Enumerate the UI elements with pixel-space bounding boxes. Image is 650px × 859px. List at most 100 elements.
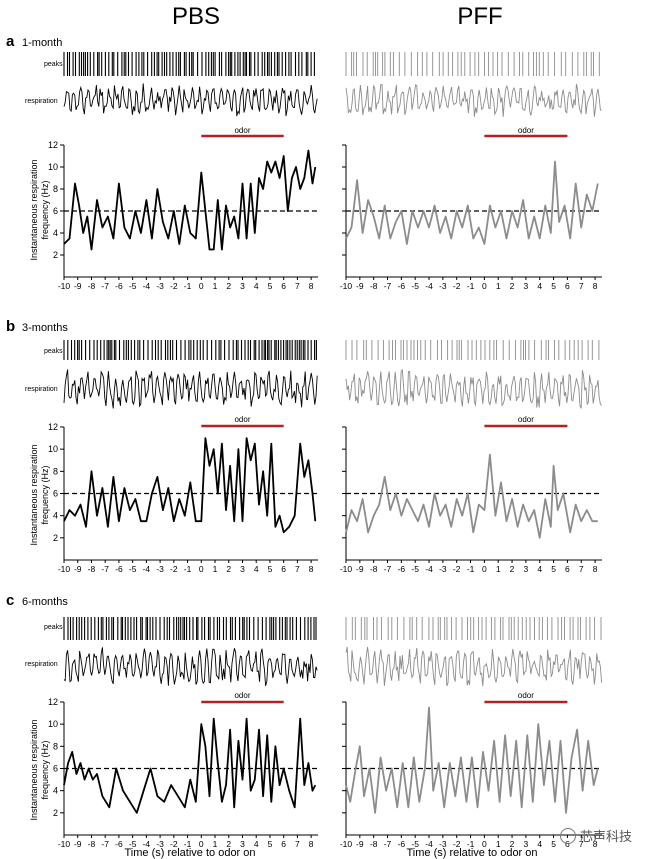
x-tick-label: -8 [88,839,96,849]
x-tick-label: 5 [551,281,556,291]
x-tick-label: 1 [496,281,501,291]
x-tick-label: 0 [199,564,204,574]
xlabel-pbs: Time (s) relative to odor on [124,847,255,859]
x-tick-label: 1 [213,281,218,291]
x-tick-label: -10 [58,564,71,574]
x-tick-label: -10 [58,839,71,849]
x-tick-label: -7 [384,839,392,849]
x-tick-label: -6 [115,281,123,291]
x-tick-label: -9 [356,281,364,291]
x-tick-label: -3 [156,281,164,291]
x-tick-label: -4 [425,281,433,291]
respiration-trace [345,369,602,409]
ylabel-c-line2: frequency (Hz) [40,740,50,799]
x-tick-label: 1 [496,839,501,849]
respiration-trace [63,83,318,117]
watermark-text: 芯声科技 [579,830,632,845]
x-tick-label: 0 [482,564,487,574]
y-tick-label: 4 [53,786,58,796]
respiration-trace [63,647,318,687]
x-tick-label: -5 [411,564,419,574]
x-tick-label: 2 [510,281,515,291]
x-tick-label: -6 [115,839,123,849]
x-tick-label: 6 [281,564,286,574]
y-tick-label: 8 [53,184,58,194]
x-tick-label: -1 [467,839,475,849]
y-tick-label: 12 [48,697,58,707]
x-tick-label: 6 [565,564,570,574]
x-tick-label: -7 [101,281,109,291]
x-tick-label: -9 [74,281,82,291]
x-tick-label: 3 [240,564,245,574]
x-tick-label: -1 [467,281,475,291]
panel-a-letter: a [6,33,15,50]
x-tick-label: 7 [579,564,584,574]
x-tick-label: -8 [370,839,378,849]
x-tick-label: -2 [453,839,461,849]
y-tick-label: 10 [48,719,58,729]
x-tick-label: 3 [524,839,529,849]
y-tick-label: 2 [53,808,58,818]
y-tick-label: 10 [48,444,58,454]
respiration-trace [63,369,318,409]
x-tick-label: -10 [340,281,353,291]
x-tick-label: 7 [579,839,584,849]
x-tick-label: -4 [425,839,433,849]
x-tick-label: 4 [537,564,542,574]
ylabel-a-line1: Instantaneous respiration [29,159,39,260]
odor-label: odor [234,126,250,135]
x-tick-label: 8 [593,281,598,291]
x-tick-label: 5 [268,281,273,291]
x-tick-label: -5 [129,281,137,291]
respiration-label-b: respiration [25,386,58,393]
x-tick-label: -7 [384,564,392,574]
watermark: 芯声科技 [559,826,632,845]
x-tick-label: -8 [88,564,96,574]
header-pff: PFF [457,3,502,30]
x-tick-label: -6 [398,564,406,574]
y-tick-label: 12 [48,422,58,432]
frequency-series-line [63,149,317,251]
x-tick-label: 7 [295,839,300,849]
x-tick-label: 4 [254,281,259,291]
x-tick-label: -2 [170,281,178,291]
x-tick-label: -6 [115,564,123,574]
x-tick-label: -9 [356,564,364,574]
x-tick-label: 2 [510,839,515,849]
y-tick-label: 2 [53,250,58,260]
header-pbs: PBS [172,3,220,30]
respiration-label-c: respiration [25,661,58,668]
x-tick-label: 5 [268,839,273,849]
x-tick-label: 3 [240,281,245,291]
wechat-icon [559,828,576,844]
panel-b-letter: b [6,318,15,335]
x-tick-label: -10 [58,281,71,291]
x-tick-label: 5 [268,564,273,574]
x-tick-label: 3 [524,281,529,291]
x-tick-label: -2 [453,564,461,574]
x-tick-label: 8 [593,839,598,849]
x-tick-label: 0 [199,281,204,291]
ylabel-b-line1: Instantaneous respiration [29,444,39,545]
x-tick-label: -3 [439,281,447,291]
frequency-series-line [345,160,599,245]
panel-b-age: 3-months [22,322,68,334]
frequency-series-line [345,706,599,814]
x-tick-label: -1 [467,564,475,574]
panel-c-pff: odor-10 -9 -8 -7 -6 -5 -4 -3 -2 -1 0 1 2 3 4 5 6 7 8 [340,617,603,849]
x-tick-label: -8 [88,281,96,291]
y-tick-label: 2 [53,533,58,543]
x-tick-label: -4 [143,281,151,291]
x-tick-label: 6 [281,839,286,849]
x-tick-label: -5 [411,839,419,849]
x-tick-label: -6 [398,839,406,849]
odor-label: odor [518,691,534,700]
x-tick-label: -2 [170,839,178,849]
x-tick-label: -3 [439,564,447,574]
x-tick-label: 5 [551,564,556,574]
x-tick-label: 2 [226,839,231,849]
